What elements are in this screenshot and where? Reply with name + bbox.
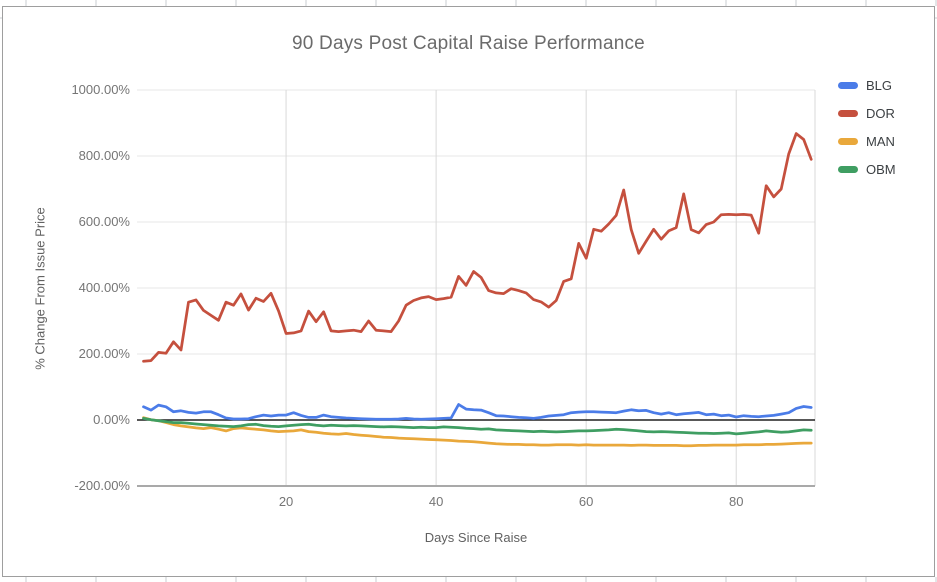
y-tick-label: 0.00% <box>93 412 130 427</box>
legend-swatch-icon <box>838 82 858 89</box>
legend-label: MAN <box>866 134 895 149</box>
legend-label: OBM <box>866 162 896 177</box>
y-tick-label: 400.00% <box>78 280 130 295</box>
y-tick-label: 1000.00% <box>71 82 130 97</box>
y-tick-label: 800.00% <box>78 148 130 163</box>
chart-card[interactable] <box>2 6 935 577</box>
y-tick-label: 600.00% <box>78 214 130 229</box>
legend-label: DOR <box>866 106 895 121</box>
legend-swatch-icon <box>838 166 858 173</box>
legend-item-DOR: DOR <box>838 107 896 120</box>
series-line-MAN <box>142 416 813 448</box>
series-line-OBM <box>142 417 813 436</box>
legend-item-BLG: BLG <box>838 79 896 92</box>
legend-item-MAN: MAN <box>838 135 896 148</box>
chart-title: 90 Days Post Capital Raise Performance <box>292 33 645 54</box>
legend-swatch-icon <box>838 138 858 145</box>
legend-label: BLG <box>866 78 893 93</box>
x-axis-title: Days Since Raise <box>424 530 528 545</box>
y-tick-label: -200.00% <box>74 478 130 493</box>
x-tick-label: 80 <box>728 494 744 509</box>
x-tick-label: 60 <box>578 494 594 509</box>
chart-legend: BLG DOR MAN OBM <box>838 79 896 191</box>
legend-item-OBM: OBM <box>838 163 896 176</box>
x-tick-label: 40 <box>428 494 444 509</box>
legend-swatch-icon <box>838 110 858 117</box>
y-tick-label: 200.00% <box>78 346 130 361</box>
y-axis-title: % Change From Issue Price <box>32 207 48 370</box>
series-line-DOR <box>142 132 813 363</box>
series-line-BLG <box>142 403 813 421</box>
x-tick-label: 20 <box>278 494 294 509</box>
